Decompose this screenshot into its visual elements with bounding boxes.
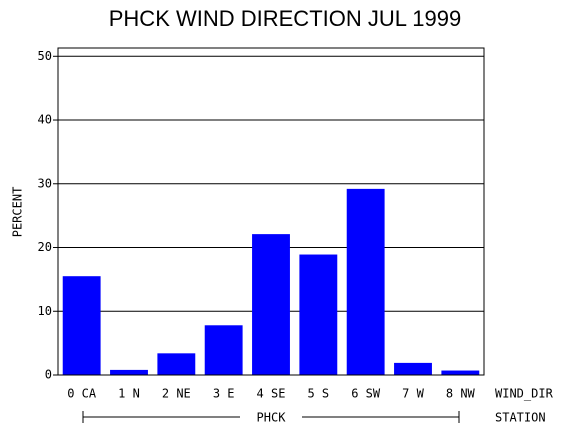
bar — [62, 276, 101, 375]
y-tick-label: 40 — [38, 113, 52, 127]
bar — [110, 369, 148, 375]
chart-title: PHCK WIND DIRECTION JUL 1999 — [109, 6, 461, 31]
x-tick-label: 5 S — [307, 387, 329, 401]
y-axis-label: PERCENT — [11, 187, 25, 238]
bar — [299, 254, 338, 375]
x-tick-label: 1 N — [118, 387, 140, 401]
bar — [157, 353, 196, 375]
bar — [346, 188, 385, 375]
x-tick-label: 4 SE — [257, 387, 286, 401]
group-label: PHCK — [257, 411, 287, 425]
x-tick-label: 6 SW — [351, 387, 381, 401]
group-axis-label: STATION — [495, 411, 546, 425]
bar — [441, 370, 480, 375]
x-tick-label: 0 CA — [67, 387, 97, 401]
y-tick-label: 30 — [38, 176, 52, 190]
bar — [394, 362, 432, 375]
x-tick-label: 2 NE — [162, 387, 191, 401]
bar — [252, 234, 290, 375]
y-tick-label: 50 — [38, 49, 52, 63]
x-axis-label: WIND_DIR — [495, 387, 554, 401]
plot-frame — [57, 47, 485, 376]
y-tick-label: 20 — [38, 240, 52, 254]
x-tick-label: 8 NW — [446, 387, 476, 401]
y-tick-label: 10 — [38, 304, 52, 318]
bar — [204, 325, 243, 375]
x-tick-label: 3 E — [213, 387, 235, 401]
y-tick-label: 0 — [45, 368, 52, 382]
x-tick-label: 7 W — [402, 387, 424, 401]
